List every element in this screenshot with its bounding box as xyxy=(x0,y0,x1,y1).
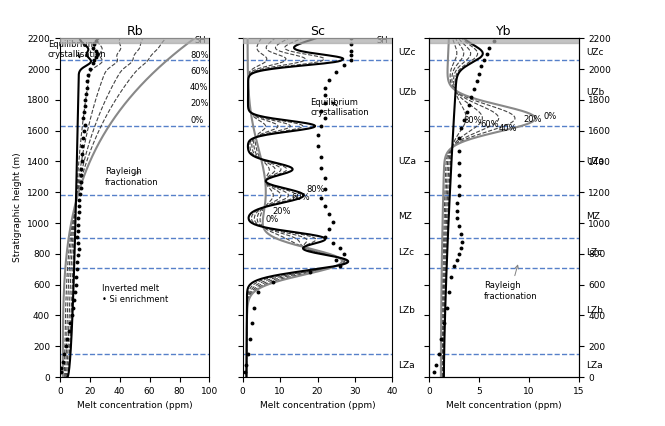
Text: 20%: 20% xyxy=(273,207,291,216)
X-axis label: Melt concentration (ppm): Melt concentration (ppm) xyxy=(446,401,561,410)
Text: UZb: UZb xyxy=(398,89,416,98)
X-axis label: Melt concentration (ppm): Melt concentration (ppm) xyxy=(77,401,192,410)
Text: 60%: 60% xyxy=(190,67,209,76)
Text: LZb: LZb xyxy=(398,306,415,315)
Text: 80%: 80% xyxy=(464,116,483,125)
Text: Rayleigh
fractionation: Rayleigh fractionation xyxy=(484,265,537,300)
Text: 40%: 40% xyxy=(499,124,517,133)
Y-axis label: Stratigraphic height (m): Stratigraphic height (m) xyxy=(13,153,21,262)
Title: Yb: Yb xyxy=(496,25,511,38)
Text: 40%: 40% xyxy=(190,83,209,92)
Text: MZ: MZ xyxy=(398,213,412,222)
Text: UZa: UZa xyxy=(587,157,604,166)
Text: LZc: LZc xyxy=(398,248,414,257)
Text: 0%: 0% xyxy=(543,112,557,121)
X-axis label: Melt concentration (ppm): Melt concentration (ppm) xyxy=(260,401,375,410)
Text: UZc: UZc xyxy=(398,48,416,57)
Text: UZb: UZb xyxy=(587,89,604,98)
Text: LZb: LZb xyxy=(587,306,603,315)
Bar xyxy=(429,38,579,43)
Bar xyxy=(243,38,392,43)
Text: 80%: 80% xyxy=(307,185,325,194)
Title: Sc: Sc xyxy=(310,25,325,38)
Text: LZa: LZa xyxy=(398,361,414,370)
Text: 80%: 80% xyxy=(190,51,209,60)
Text: Equilibrium
crystallisation: Equilibrium crystallisation xyxy=(310,98,368,117)
Title: Rb: Rb xyxy=(126,25,143,38)
Text: 0%: 0% xyxy=(265,216,279,225)
Text: Equilibrium
crystallisation: Equilibrium crystallisation xyxy=(48,40,106,59)
Text: UZc: UZc xyxy=(587,48,604,57)
Text: 20%: 20% xyxy=(190,99,209,108)
Text: MZ: MZ xyxy=(587,213,600,222)
Text: SH: SH xyxy=(195,37,207,46)
Bar xyxy=(60,38,209,43)
Text: 0%: 0% xyxy=(190,116,203,125)
Text: SH: SH xyxy=(377,37,388,46)
Text: Rayleigh
fractionation: Rayleigh fractionation xyxy=(105,167,158,187)
Text: LZc: LZc xyxy=(587,248,602,257)
Text: 60%: 60% xyxy=(291,193,310,202)
Text: Inverted melt: Inverted melt xyxy=(102,284,159,293)
Text: 20%: 20% xyxy=(524,115,542,124)
Text: LZa: LZa xyxy=(587,361,603,370)
Text: UZa: UZa xyxy=(398,157,416,166)
Text: • Si enrichment: • Si enrichment xyxy=(102,294,168,304)
Text: 60%: 60% xyxy=(481,120,499,129)
